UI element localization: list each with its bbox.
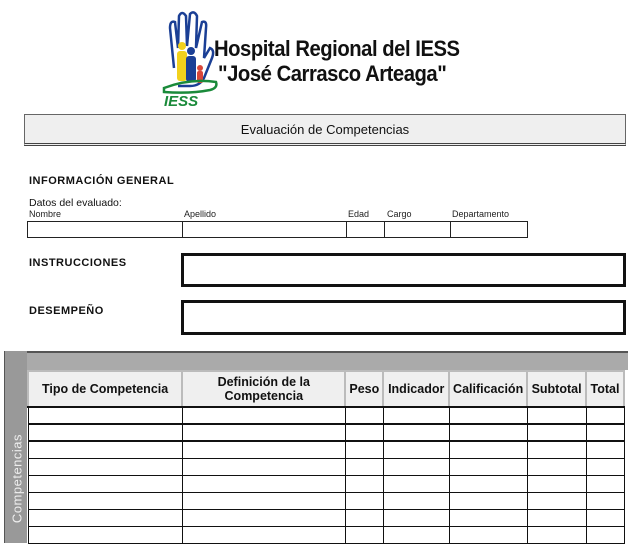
label-cargo: Cargo bbox=[387, 209, 412, 219]
table-row bbox=[27, 406, 625, 425]
table-row bbox=[27, 474, 625, 493]
table-cell[interactable] bbox=[448, 525, 528, 544]
col-total: Total bbox=[585, 370, 625, 408]
label-departamento: Departamento bbox=[452, 209, 510, 219]
table-cell[interactable] bbox=[526, 508, 587, 527]
evaluee-data-label: Datos del evaluado: bbox=[29, 197, 122, 209]
table-cell[interactable] bbox=[382, 508, 450, 527]
table-cell[interactable] bbox=[382, 406, 450, 425]
table-cell[interactable] bbox=[27, 406, 183, 425]
table-cell[interactable] bbox=[382, 457, 450, 476]
table-cell[interactable] bbox=[382, 423, 450, 442]
svg-text:IESS: IESS bbox=[164, 93, 198, 108]
table-cell[interactable] bbox=[27, 525, 183, 544]
table-cell[interactable] bbox=[448, 508, 528, 527]
table-cell[interactable] bbox=[27, 423, 183, 442]
instructions-field[interactable] bbox=[181, 253, 626, 287]
performance-field[interactable] bbox=[181, 300, 626, 335]
nombre-field[interactable] bbox=[27, 221, 183, 238]
table-cell[interactable] bbox=[585, 440, 625, 459]
table-cell[interactable] bbox=[448, 406, 528, 425]
competencies-side-label: Competencias bbox=[4, 351, 27, 543]
table-cell[interactable] bbox=[526, 406, 587, 425]
table-cell[interactable] bbox=[344, 440, 384, 459]
table-row bbox=[27, 491, 625, 510]
table-row bbox=[27, 457, 625, 476]
table-cell[interactable] bbox=[181, 474, 346, 493]
table-cell[interactable] bbox=[526, 440, 587, 459]
table-cell[interactable] bbox=[526, 491, 587, 510]
instructions-label: INSTRUCCIONES bbox=[29, 257, 127, 269]
table-cell[interactable] bbox=[585, 474, 625, 493]
table-cell[interactable] bbox=[526, 457, 587, 476]
table-row bbox=[27, 440, 625, 459]
table-header-band bbox=[27, 351, 628, 370]
table-cell[interactable] bbox=[526, 474, 587, 493]
table-cell[interactable] bbox=[181, 508, 346, 527]
table-row bbox=[27, 525, 625, 544]
table-cell[interactable] bbox=[181, 406, 346, 425]
table-cell[interactable] bbox=[448, 440, 528, 459]
table-cell[interactable] bbox=[585, 406, 625, 425]
table-cell[interactable] bbox=[181, 525, 346, 544]
departamento-field[interactable] bbox=[450, 221, 528, 238]
table-cell[interactable] bbox=[382, 525, 450, 544]
col-definicion: Definición de la Competencia bbox=[181, 370, 347, 408]
label-apellido: Apellido bbox=[184, 209, 217, 219]
table-cell[interactable] bbox=[27, 508, 183, 527]
table-cell[interactable] bbox=[181, 440, 346, 459]
table-cell[interactable] bbox=[27, 457, 183, 476]
table-cell[interactable] bbox=[382, 491, 450, 510]
table-cell[interactable] bbox=[27, 474, 183, 493]
table-cell[interactable] bbox=[448, 491, 528, 510]
cargo-field[interactable] bbox=[384, 221, 451, 238]
table-cell[interactable] bbox=[344, 474, 384, 493]
general-info-heading: INFORMACIÓN GENERAL bbox=[29, 175, 175, 187]
table-cell[interactable] bbox=[344, 406, 384, 425]
table-cell[interactable] bbox=[448, 423, 528, 442]
table-row bbox=[27, 423, 625, 442]
form-title: Evaluación de Competencias bbox=[24, 114, 626, 146]
table-cell[interactable] bbox=[585, 508, 625, 527]
edad-field[interactable] bbox=[346, 221, 385, 238]
label-edad: Edad bbox=[348, 209, 370, 219]
table-cell[interactable] bbox=[344, 508, 384, 527]
performance-label: DESEMPEÑO bbox=[29, 305, 104, 317]
hospital-name: Hospital Regional del IESS bbox=[214, 36, 460, 61]
table-cell[interactable] bbox=[344, 423, 384, 442]
col-indicador: Indicador bbox=[382, 370, 451, 408]
table-cell[interactable] bbox=[585, 491, 625, 510]
apellido-field[interactable] bbox=[182, 221, 347, 238]
table-cell[interactable] bbox=[448, 474, 528, 493]
table-cell[interactable] bbox=[344, 491, 384, 510]
table-cell[interactable] bbox=[181, 457, 346, 476]
table-cell[interactable] bbox=[181, 423, 346, 442]
table-cell[interactable] bbox=[344, 457, 384, 476]
col-subtotal: Subtotal bbox=[526, 370, 588, 408]
table-row bbox=[27, 508, 625, 527]
table-cell[interactable] bbox=[526, 423, 587, 442]
hand-family-logo-icon: IESS bbox=[162, 11, 218, 110]
label-nombre: Nombre bbox=[29, 209, 62, 219]
col-calificacion: Calificación bbox=[448, 370, 529, 408]
competencies-table: Tipo de Competencia Definición de la Com… bbox=[26, 370, 625, 544]
hospital-logo: IESS bbox=[160, 8, 220, 110]
table-cell[interactable] bbox=[382, 440, 450, 459]
col-peso: Peso bbox=[344, 370, 385, 408]
table-cell[interactable] bbox=[585, 423, 625, 442]
table-cell[interactable] bbox=[27, 440, 183, 459]
table-cell[interactable] bbox=[448, 457, 528, 476]
table-cell[interactable] bbox=[585, 525, 625, 544]
table-cell[interactable] bbox=[27, 491, 183, 510]
table-cell[interactable] bbox=[526, 525, 587, 544]
table-cell[interactable] bbox=[344, 525, 384, 544]
table-cell[interactable] bbox=[382, 474, 450, 493]
hospital-subname: "José Carrasco Arteaga" bbox=[218, 61, 447, 86]
table-cell[interactable] bbox=[585, 457, 625, 476]
col-tipo: Tipo de Competencia bbox=[26, 370, 184, 408]
table-cell[interactable] bbox=[181, 491, 346, 510]
